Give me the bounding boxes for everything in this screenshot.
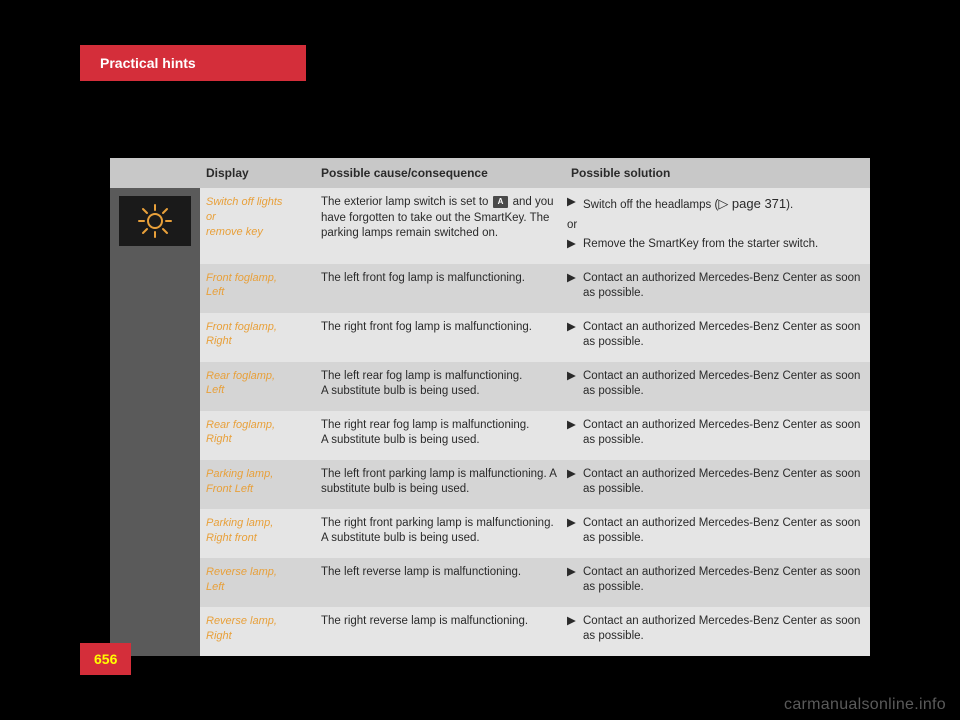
header-solution: Possible solution <box>565 158 870 188</box>
solution-text-end: ). <box>786 199 793 211</box>
solution-cell: ▶Contact an authorized Mercedes-Benz Cen… <box>565 362 870 411</box>
display-line: remove key <box>206 226 263 238</box>
solution-cell: ▶Contact an authorized Mercedes-Benz Cen… <box>565 607 870 656</box>
cause-cell: The exterior lamp switch is set to A and… <box>315 188 565 264</box>
cause-cell: The right rear fog lamp is malfunctionin… <box>315 411 565 460</box>
table-row: Parking lamp,Front LeftThe left front pa… <box>200 460 870 509</box>
table-row: Parking lamp,Right frontThe right front … <box>200 509 870 558</box>
table-row: Reverse lamp,RightThe right reverse lamp… <box>200 607 870 656</box>
light-warning-icon <box>119 196 191 246</box>
table-row: Front foglamp,LeftThe left front fog lam… <box>200 264 870 313</box>
display-line: Switch off lights <box>206 196 282 208</box>
table-row: Reverse lamp,LeftThe left reverse lamp i… <box>200 558 870 607</box>
display-cell: Front foglamp,Left <box>200 264 315 313</box>
header-display: Display <box>200 158 315 188</box>
cause-cell: The left rear fog lamp is malfunctioning… <box>315 362 565 411</box>
solution-text: Contact an authorized Mercedes-Benz Cent… <box>583 418 864 449</box>
display-cell: Rear foglamp,Left <box>200 362 315 411</box>
solution-text: Remove the SmartKey from the starter swi… <box>583 237 818 253</box>
icon-sidebar <box>110 188 200 656</box>
display-cell: Reverse lamp,Left <box>200 558 315 607</box>
table-body: Switch off lights or remove key The exte… <box>110 188 870 656</box>
cause-cell: The right front parking lamp is malfunct… <box>315 509 565 558</box>
cause-cell: The left front parking lamp is malfuncti… <box>315 460 565 509</box>
bullet-icon: ▶ <box>567 418 577 449</box>
display-cell: Rear foglamp,Right <box>200 411 315 460</box>
bullet-icon: ▶ <box>567 467 577 498</box>
header-icon-spacer <box>110 158 200 188</box>
bullet-icon: ▶ <box>567 614 577 645</box>
switch-key-icon: A <box>493 196 509 209</box>
solution-text: Contact an authorized Mercedes-Benz Cent… <box>583 320 864 351</box>
page-number: 656 <box>80 643 131 675</box>
section-tab: Practical hints <box>80 45 306 81</box>
solution-text: Contact an authorized Mercedes-Benz Cent… <box>583 565 864 596</box>
solution-text: Switch off the headlamps (▷ page 371). <box>583 195 793 214</box>
solution-cell: ▶Contact an authorized Mercedes-Benz Cen… <box>565 460 870 509</box>
display-cell: Parking lamp,Right front <box>200 509 315 558</box>
display-cell: Parking lamp,Front Left <box>200 460 315 509</box>
display-cell: Front foglamp,Right <box>200 313 315 362</box>
bullet-icon: ▶ <box>567 320 577 351</box>
table-row: Switch off lights or remove key The exte… <box>200 188 870 264</box>
bullet-icon: ▶ <box>567 369 577 400</box>
solution-cell: ▶Contact an authorized Mercedes-Benz Cen… <box>565 313 870 362</box>
bullet-icon: ▶ <box>567 237 577 253</box>
solution-cell: ▶Contact an authorized Mercedes-Benz Cen… <box>565 558 870 607</box>
bullet-icon: ▶ <box>567 516 577 547</box>
solution-text: Contact an authorized Mercedes-Benz Cent… <box>583 369 864 400</box>
cause-text-pre: The exterior lamp switch is set to <box>321 196 492 208</box>
display-cell: Switch off lights or remove key <box>200 188 315 264</box>
header-cause: Possible cause/consequence <box>315 158 565 188</box>
table-header-row: Display Possible cause/consequence Possi… <box>110 158 870 188</box>
solution-text-pre: Switch off the headlamps ( <box>583 199 718 211</box>
solution-cell: ▶ Switch off the headlamps (▷ page 371).… <box>565 188 870 264</box>
solution-cell: ▶Contact an authorized Mercedes-Benz Cen… <box>565 509 870 558</box>
table-row: Rear foglamp,LeftThe left rear fog lamp … <box>200 362 870 411</box>
solution-text: Contact an authorized Mercedes-Benz Cent… <box>583 271 864 302</box>
or-label: or <box>567 218 864 234</box>
bullet-icon: ▶ <box>567 565 577 596</box>
cause-cell: The right reverse lamp is malfunctioning… <box>315 607 565 656</box>
solution-cell: ▶Contact an authorized Mercedes-Benz Cen… <box>565 411 870 460</box>
solution-text: Contact an authorized Mercedes-Benz Cent… <box>583 467 864 498</box>
page-ref-icon: ▷ page 371 <box>718 196 786 211</box>
cause-cell: The right front fog lamp is malfunctioni… <box>315 313 565 362</box>
bullet-icon: ▶ <box>567 195 577 214</box>
solution-text: Contact an authorized Mercedes-Benz Cent… <box>583 516 864 547</box>
warning-table: Display Possible cause/consequence Possi… <box>110 158 870 656</box>
table-row: Rear foglamp,RightThe right rear fog lam… <box>200 411 870 460</box>
display-line: or <box>206 211 216 223</box>
cause-cell: The left front fog lamp is malfunctionin… <box>315 264 565 313</box>
solution-cell: ▶Contact an authorized Mercedes-Benz Cen… <box>565 264 870 313</box>
display-cell: Reverse lamp,Right <box>200 607 315 656</box>
cause-cell: The left reverse lamp is malfunctioning. <box>315 558 565 607</box>
solution-text: Contact an authorized Mercedes-Benz Cent… <box>583 614 864 645</box>
watermark: carmanualsonline.info <box>784 696 946 714</box>
table-row: Front foglamp,RightThe right front fog l… <box>200 313 870 362</box>
bullet-icon: ▶ <box>567 271 577 302</box>
